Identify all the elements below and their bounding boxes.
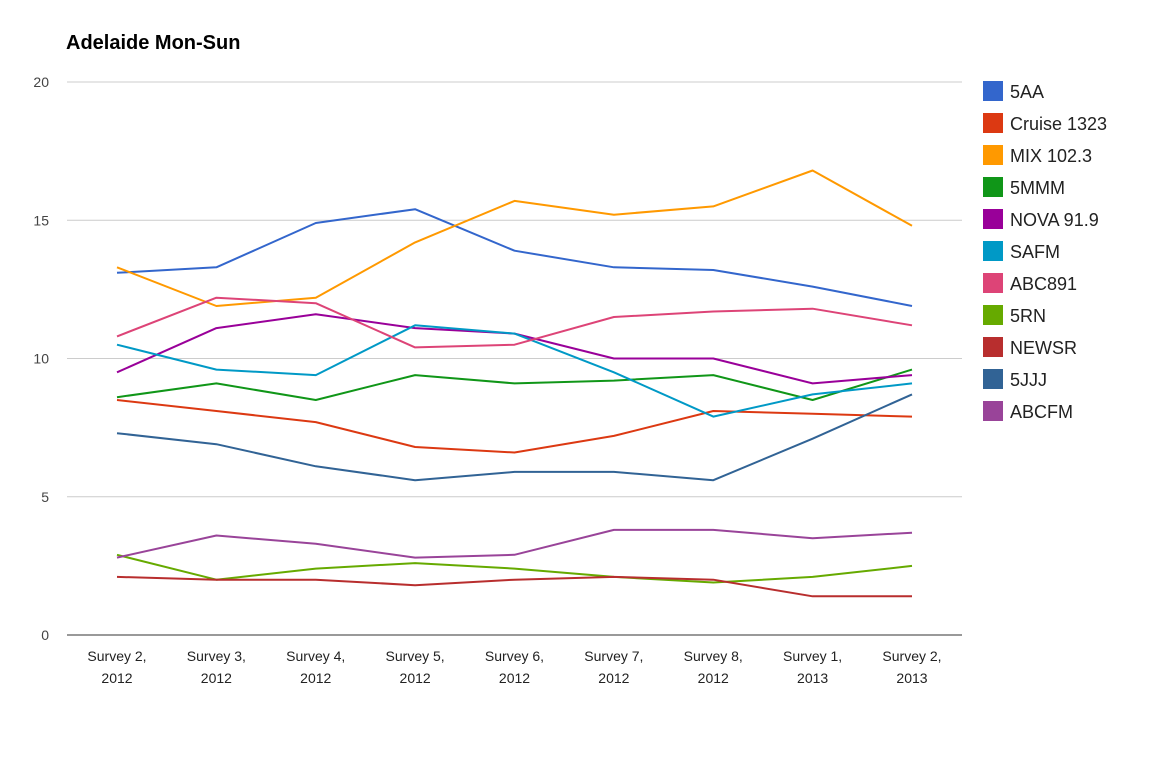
- series-line-5jjj: [116, 393, 913, 482]
- series-line-abcfm: [116, 528, 913, 559]
- x-tick-label: Survey 3, 2012: [187, 648, 246, 686]
- series-line-safm: [116, 324, 913, 418]
- series-line-newsr: [116, 575, 912, 598]
- legend-swatch-5jjj: [983, 369, 1003, 389]
- legend-label-mix-102-3: MIX 102.3: [1010, 146, 1092, 166]
- x-tick-label: Survey 6, 2012: [485, 648, 544, 686]
- gridlines: [67, 81, 962, 498]
- series-line-5aa: [116, 208, 913, 307]
- y-tick-label: 15: [33, 212, 49, 228]
- y-axis-ticks: 0 5 10 15 20: [33, 74, 49, 643]
- x-tick-label: Survey 8, 2012: [684, 648, 743, 686]
- series-line-abc891: [116, 296, 913, 349]
- legend: 5AA Cruise 1323 MIX 102.3 5MMM NOVA 91.9 SAFM…: [983, 81, 1107, 422]
- y-tick-label: 5: [41, 489, 49, 505]
- series-line-5rn: [116, 553, 913, 584]
- y-tick-label: 20: [33, 74, 49, 90]
- legend-swatch-mix-102-3: [983, 145, 1003, 165]
- legend-label-nova-91-9: NOVA 91.9: [1010, 210, 1099, 230]
- legend-swatch-abc891: [983, 273, 1003, 293]
- series-lines: [116, 169, 913, 598]
- legend-swatch-5aa: [983, 81, 1003, 101]
- series-line-5mmm: [116, 368, 913, 401]
- legend-swatch-5rn: [983, 305, 1003, 325]
- chart-title: Adelaide Mon-Sun: [66, 32, 240, 54]
- legend-label-abcfm: ABCFM: [1010, 402, 1073, 422]
- legend-swatch-safm: [983, 241, 1003, 261]
- series-line-cruise-1323: [116, 399, 913, 454]
- legend-label-5mmm: 5MMM: [1010, 178, 1065, 198]
- x-tick-label: Survey 5, 2012: [386, 648, 445, 686]
- x-tick-label: Survey 2, 2013: [882, 648, 941, 686]
- series-line-mix-102-3: [116, 169, 913, 307]
- legend-label-5aa: 5AA: [1010, 82, 1044, 102]
- x-tick-label: Survey 2, 2012: [87, 648, 146, 686]
- x-tick-label: Survey 4, 2012: [286, 648, 345, 686]
- legend-swatch-nova-91-9: [983, 209, 1003, 229]
- legend-swatch-abcfm: [983, 401, 1003, 421]
- x-tick-label: Survey 1, 2013: [783, 648, 842, 686]
- y-tick-label: 10: [33, 351, 49, 367]
- legend-swatch-newsr: [983, 337, 1003, 357]
- legend-label-5jjj: 5JJJ: [1010, 370, 1047, 390]
- legend-swatch-cruise-1323: [983, 113, 1003, 133]
- legend-label-abc891: ABC891: [1010, 274, 1077, 294]
- x-tick-label: Survey 7, 2012: [584, 648, 643, 686]
- series-line-nova-91-9: [116, 313, 913, 385]
- x-axis-ticks: Survey 2, 2012 Survey 3, 2012 Survey 4, 2012 S…: [87, 648, 941, 686]
- legend-label-cruise-1323: Cruise 1323: [1010, 114, 1107, 134]
- legend-label-5rn: 5RN: [1010, 306, 1046, 326]
- legend-label-newsr: NEWSR: [1010, 338, 1077, 358]
- y-tick-label: 0: [41, 627, 49, 643]
- legend-swatch-5mmm: [983, 177, 1003, 197]
- legend-label-safm: SAFM: [1010, 242, 1060, 262]
